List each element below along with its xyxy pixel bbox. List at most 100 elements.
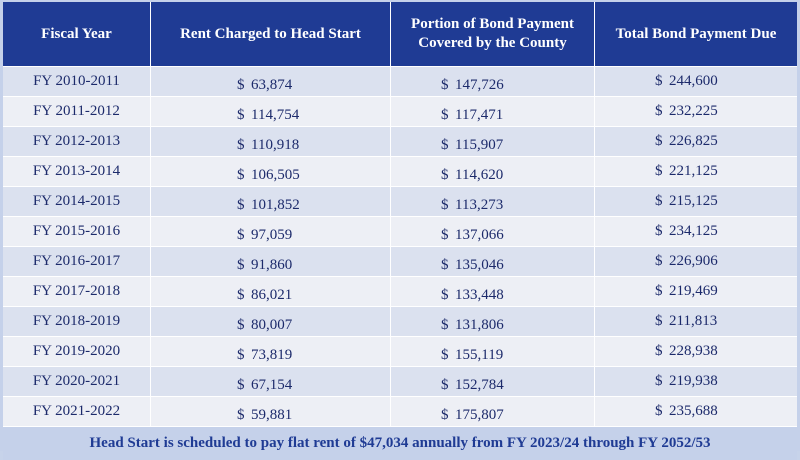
total-bond-cell-value: 244,600 [669, 73, 718, 89]
dollar-sign: $ [655, 253, 663, 269]
total-bond-cell-content: $226,906 [655, 253, 718, 269]
dollar-sign: $ [655, 403, 663, 419]
total-bond-cell-content: $215,125 [655, 193, 718, 209]
dollar-sign: $ [441, 347, 449, 363]
dollar-sign: $ [237, 257, 245, 273]
header-fiscal-year: Fiscal Year [3, 2, 151, 67]
fiscal-year-cell: FY 2014-2015 [3, 187, 151, 217]
dollar-sign: $ [237, 407, 245, 423]
portion-bond-cell: $133,448 [391, 277, 595, 307]
total-bond-cell: $219,938 [595, 367, 797, 397]
total-bond-cell: $211,813 [595, 307, 797, 337]
rent-charged-cell-value: 86,021 [251, 287, 293, 303]
total-bond-cell-content: $219,469 [655, 283, 718, 299]
portion-bond-cell-content: $175,807 [441, 407, 504, 423]
table-footer: Head Start is scheduled to pay flat rent… [3, 427, 797, 460]
table-row: FY 2017-2018 $86,021 $133,448 $219,469 [3, 277, 797, 307]
table-row: FY 2019-2020 $73,819 $155,119 $228,938 [3, 337, 797, 367]
rent-charged-cell: $97,059 [151, 217, 391, 247]
header-portion-bond-line1: Portion of Bond Payment [411, 16, 574, 32]
dollar-sign: $ [655, 73, 663, 89]
rent-charged-cell: $91,860 [151, 247, 391, 277]
portion-bond-cell-value: 137,066 [455, 227, 504, 243]
portion-bond-cell-content: $113,273 [441, 197, 503, 213]
dollar-sign: $ [237, 227, 245, 243]
fiscal-year-cell: FY 2019-2020 [3, 337, 151, 367]
portion-bond-cell-content: $131,806 [441, 317, 504, 333]
dollar-sign: $ [441, 137, 449, 153]
portion-bond-cell-value: 135,046 [455, 257, 504, 273]
dollar-sign: $ [655, 283, 663, 299]
total-bond-cell-value: 232,225 [669, 103, 718, 119]
dollar-sign: $ [441, 407, 449, 423]
dollar-sign: $ [441, 287, 449, 303]
portion-bond-cell-value: 175,807 [455, 407, 504, 423]
total-bond-cell-value: 219,938 [669, 373, 718, 389]
dollar-sign: $ [237, 197, 245, 213]
rent-charged-cell-value: 67,154 [251, 377, 293, 393]
header-portion-bond: Portion of Bond Payment Covered by the C… [391, 2, 595, 67]
fiscal-year-cell: FY 2021-2022 [3, 397, 151, 427]
total-bond-cell-value: 219,469 [669, 283, 718, 299]
dollar-sign: $ [655, 133, 663, 149]
total-bond-cell: $228,938 [595, 337, 797, 367]
fiscal-year-cell: FY 2017-2018 [3, 277, 151, 307]
total-bond-cell-content: $244,600 [655, 73, 718, 89]
total-bond-cell-content: $221,125 [655, 163, 718, 179]
portion-bond-cell: $115,907 [391, 127, 595, 157]
portion-bond-cell-value: 117,471 [455, 107, 504, 123]
dollar-sign: $ [655, 343, 663, 359]
rent-charged-cell-content: $86,021 [237, 287, 292, 303]
rent-charged-cell-content: $73,819 [237, 347, 292, 363]
portion-bond-cell-value: 114,620 [455, 167, 504, 183]
dollar-sign: $ [655, 373, 663, 389]
header-portion-bond-line2: Covered by the County [418, 35, 567, 51]
rent-charged-cell-content: $67,154 [237, 377, 292, 393]
portion-bond-cell: $135,046 [391, 247, 595, 277]
portion-bond-cell: $155,119 [391, 337, 595, 367]
header-rent-charged: Rent Charged to Head Start [151, 2, 391, 67]
fiscal-year-cell: FY 2012-2013 [3, 127, 151, 157]
portion-bond-cell-value: 155,119 [455, 347, 504, 363]
portion-bond-cell-content: $147,726 [441, 77, 504, 93]
total-bond-cell: $235,688 [595, 397, 797, 427]
portion-bond-cell-value: 147,726 [455, 77, 504, 93]
rent-charged-cell: $106,505 [151, 157, 391, 187]
total-bond-cell: $226,906 [595, 247, 797, 277]
dollar-sign: $ [441, 77, 449, 93]
portion-bond-cell: $114,620 [391, 157, 595, 187]
rent-charged-cell: $80,007 [151, 307, 391, 337]
rent-charged-cell-value: 80,007 [251, 317, 293, 333]
dollar-sign: $ [441, 377, 449, 393]
portion-bond-cell: $175,807 [391, 397, 595, 427]
portion-bond-cell-value: 152,784 [455, 377, 504, 393]
rent-charged-cell-content: $91,860 [237, 257, 292, 273]
total-bond-cell-value: 215,125 [669, 193, 718, 209]
rent-charged-cell: $101,852 [151, 187, 391, 217]
header-total-bond: Total Bond Payment Due [595, 2, 797, 67]
total-bond-cell-value: 221,125 [669, 163, 718, 179]
portion-bond-cell: $113,273 [391, 187, 595, 217]
dollar-sign: $ [655, 193, 663, 209]
dollar-sign: $ [237, 317, 245, 333]
portion-bond-cell: $137,066 [391, 217, 595, 247]
portion-bond-cell-value: 133,448 [455, 287, 504, 303]
total-bond-cell-value: 234,125 [669, 223, 718, 239]
bond-payment-table: Fiscal Year Rent Charged to Head Start P… [3, 2, 797, 460]
rent-charged-cell-content: $59,881 [237, 407, 292, 423]
dollar-sign: $ [441, 167, 449, 183]
fiscal-year-cell: FY 2018-2019 [3, 307, 151, 337]
table-row: FY 2012-2013 $110,918 $115,907 $226,825 [3, 127, 797, 157]
fiscal-year-cell: FY 2011-2012 [3, 97, 151, 127]
dollar-sign: $ [237, 377, 245, 393]
table-header: Fiscal Year Rent Charged to Head Start P… [3, 2, 797, 67]
total-bond-cell: $215,125 [595, 187, 797, 217]
total-bond-cell-value: 226,906 [669, 253, 718, 269]
total-bond-cell-value: 211,813 [669, 313, 718, 329]
rent-charged-cell-value: 63,874 [251, 77, 293, 93]
rent-charged-cell: $86,021 [151, 277, 391, 307]
footer-row: Head Start is scheduled to pay flat rent… [3, 427, 797, 460]
rent-charged-cell-value: 73,819 [251, 347, 293, 363]
total-bond-cell-content: $211,813 [655, 313, 717, 329]
total-bond-cell-content: $219,938 [655, 373, 718, 389]
